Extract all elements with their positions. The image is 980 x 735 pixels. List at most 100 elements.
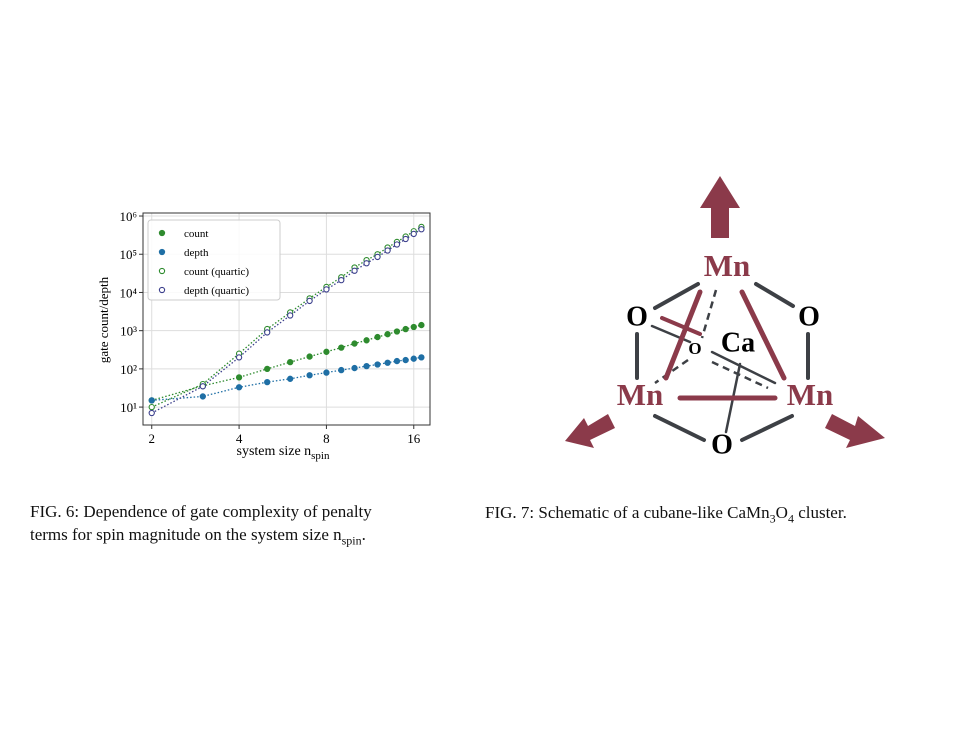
legend-marker <box>158 229 166 237</box>
legend-marker <box>158 286 166 294</box>
caption-sub: 3 <box>769 511 776 526</box>
data-point <box>374 333 381 341</box>
mn-bonds <box>660 289 787 401</box>
data-point <box>384 331 391 338</box>
bond <box>654 358 689 385</box>
x-tick-label: 4 <box>236 431 243 446</box>
data-point <box>351 340 358 347</box>
data-point <box>287 359 294 366</box>
data-point <box>374 253 381 261</box>
x-axis-label: system size nspin <box>237 444 330 462</box>
data-point <box>338 344 345 351</box>
bond <box>711 360 769 390</box>
y-tick-label: 10⁵ <box>119 247 137 262</box>
trend-line <box>151 228 422 414</box>
bond <box>710 350 777 385</box>
data-point <box>323 369 330 376</box>
atom-label: O <box>711 429 733 460</box>
bond <box>740 414 794 442</box>
data-point <box>306 297 313 305</box>
caption-line: FIG. 6: Dependence of gate complexity of… <box>30 502 372 521</box>
data-point <box>410 230 417 238</box>
arrow-left <box>565 414 615 448</box>
caption-text: cluster. <box>793 503 847 522</box>
data-point <box>418 354 425 361</box>
trend-line <box>151 356 422 402</box>
data-point <box>199 383 206 390</box>
bonds <box>635 282 810 442</box>
legend-marker <box>158 267 166 275</box>
data-point <box>393 241 401 248</box>
atom-label: O <box>798 301 820 332</box>
data-point <box>235 384 243 391</box>
data-point <box>235 374 243 381</box>
data-point <box>306 372 313 379</box>
atom-label: O <box>688 339 701 358</box>
data-point <box>374 361 381 368</box>
data-point <box>418 321 425 329</box>
x-tick-label: 2 <box>148 431 155 446</box>
data-point <box>148 403 155 411</box>
bond <box>754 282 795 308</box>
atom-label: Mn <box>704 248 751 283</box>
data-point <box>306 353 313 360</box>
trend-line <box>151 226 422 408</box>
y-axis-label: gate count/depth <box>96 276 111 363</box>
data-point <box>363 260 370 267</box>
data-point <box>393 328 401 335</box>
caption-line: terms for spin magnitude on the system s… <box>30 523 372 552</box>
atom-label: Mn <box>617 377 664 412</box>
arrow-up <box>700 176 740 238</box>
data-point <box>402 325 409 333</box>
plot-frame <box>142 212 431 426</box>
legend-marker <box>158 248 166 256</box>
legend-box <box>147 219 281 301</box>
bond <box>653 282 700 310</box>
caption-text: FIG. 7: Schematic of a cubane-like CaMn <box>485 503 770 522</box>
caption-text: terms for spin magnitude on the system s… <box>30 525 342 544</box>
bond <box>739 289 787 381</box>
data-point <box>410 323 417 331</box>
data-point <box>351 267 358 274</box>
bond <box>653 414 706 442</box>
data-point <box>264 329 271 336</box>
data-point <box>384 359 391 366</box>
atom-label: O <box>626 301 648 332</box>
data-point <box>418 226 425 233</box>
data-point <box>338 276 345 284</box>
legend-label: count <box>184 228 208 240</box>
atom-label: Mn <box>787 377 834 412</box>
data-point <box>402 235 409 243</box>
data-point <box>264 365 271 373</box>
y-tick-label: 10¹ <box>120 400 137 415</box>
x-axis-label-text: system size n <box>237 444 312 459</box>
bond <box>700 289 718 339</box>
back-bonds <box>654 289 769 390</box>
caption-text: . <box>361 525 366 544</box>
data-point <box>402 356 409 364</box>
y-tick-label: 10³ <box>120 324 137 339</box>
data-point <box>287 312 294 319</box>
data-point <box>363 362 370 370</box>
legend-label: count (quartic) <box>184 266 249 278</box>
data-point <box>363 337 370 344</box>
data-point <box>287 375 294 382</box>
figure-7-caption: FIG. 7: Schematic of a cubane-like CaMn3… <box>485 501 847 530</box>
caption-sub: spin <box>341 533 362 548</box>
legend-label: depth <box>184 247 209 259</box>
x-axis-label-sub: spin <box>311 450 330 462</box>
x-tick-label: 16 <box>407 431 421 446</box>
data-point <box>235 354 243 361</box>
data-point <box>338 366 345 374</box>
arrow-right <box>825 414 885 448</box>
y-tick-label: 10⁴ <box>119 285 137 300</box>
figure-6-caption: FIG. 6: Dependence of gate complexity of… <box>30 500 372 552</box>
caption-text: O <box>775 503 788 522</box>
data-point <box>148 409 155 417</box>
x-tick-label: 8 <box>323 431 330 446</box>
data-point <box>393 357 401 365</box>
data-point <box>199 393 206 400</box>
plot: 2 4 8 16 10¹ 10² 10³ 10⁴ 10⁵ 10⁶ count depth count (… <box>119 209 431 446</box>
